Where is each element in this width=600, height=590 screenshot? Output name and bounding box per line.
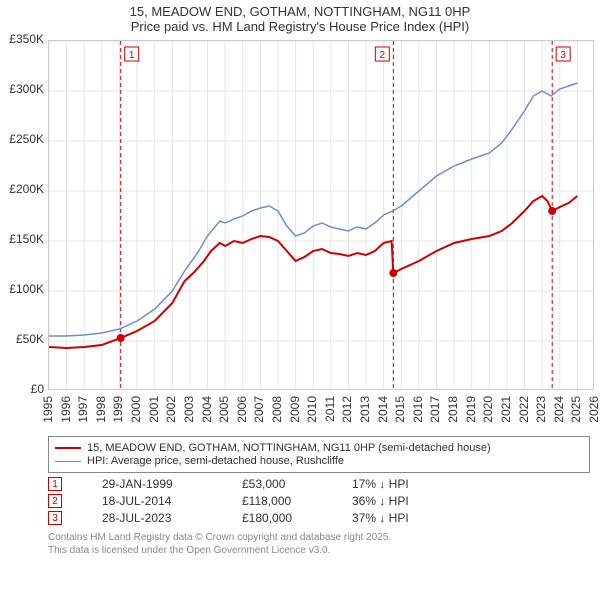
transaction-date: 28-JUL-2023 <box>102 511 242 525</box>
legend-label: 15, MEADOW END, GOTHAM, NOTTINGHAM, NG11… <box>87 442 491 454</box>
legend-item: 15, MEADOW END, GOTHAM, NOTTINGHAM, NG11… <box>55 442 583 454</box>
x-tick-label: 2008 <box>270 396 284 423</box>
legend: 15, MEADOW END, GOTHAM, NOTTINGHAM, NG11… <box>48 436 590 473</box>
chart-area: 1 2 3 £0 £50K £100K £150K £200K £250K £300K £350K… <box>0 34 600 434</box>
x-tick-label: 2004 <box>200 396 214 423</box>
table-row: 1 29-JAN-1999 £53,000 17% ↓ HPI <box>48 477 590 491</box>
x-tick-label: 2012 <box>340 396 354 423</box>
transaction-price: £53,000 <box>242 477 352 491</box>
footer-copyright: Contains HM Land Registry data © Crown c… <box>48 531 590 544</box>
x-tick-label: 1997 <box>76 396 90 423</box>
x-tick-label: 2011 <box>323 396 337 422</box>
transaction-pct: 36% ↓ HPI <box>352 494 472 508</box>
y-tick-label: £300K <box>9 82 44 96</box>
x-tick-label: 2005 <box>217 396 231 423</box>
x-tick-label: 2025 <box>569 396 583 423</box>
x-tick-label: 2020 <box>481 396 495 423</box>
x-tick-label: 2014 <box>376 396 390 423</box>
x-tick-label: 1999 <box>111 396 125 423</box>
x-tick-label: 2013 <box>358 396 372 423</box>
transaction-date: 18-JUL-2014 <box>102 494 242 508</box>
transaction-marker: 2 <box>48 494 62 508</box>
table-row: 2 18-JUL-2014 £118,000 36% ↓ HPI <box>48 494 590 508</box>
x-tick-label: 1998 <box>94 396 108 423</box>
title-subtitle: Price paid vs. HM Land Registry's House … <box>0 19 600 34</box>
transaction-price: £118,000 <box>242 494 352 508</box>
x-tick-label: 1995 <box>41 396 55 423</box>
x-tick-label: 1996 <box>59 396 73 423</box>
x-tick-label: 2022 <box>517 396 531 423</box>
svg-text:2: 2 <box>380 50 386 61</box>
x-tick-label: 2006 <box>235 396 249 423</box>
footer: Contains HM Land Registry data © Crown c… <box>48 531 590 557</box>
legend-swatch <box>55 461 81 462</box>
x-tick-label: 2009 <box>288 396 302 423</box>
x-tick-label: 2002 <box>164 396 178 423</box>
legend-label: HPI: Average price, semi-detached house,… <box>87 455 344 467</box>
x-tick-label: 2019 <box>464 396 478 423</box>
x-axis-ticks: 1995199619971998199920002001200220032004… <box>48 394 594 434</box>
x-tick-label: 2023 <box>534 396 548 423</box>
y-tick-label: £150K <box>9 232 44 246</box>
transaction-marker: 3 <box>48 511 62 525</box>
footer-licence: This data is licensed under the Open Gov… <box>48 544 590 557</box>
transaction-table: 1 29-JAN-1999 £53,000 17% ↓ HPI 2 18-JUL… <box>48 477 590 525</box>
x-tick-label: 2017 <box>428 396 442 423</box>
transaction-pct: 17% ↓ HPI <box>352 477 472 491</box>
transaction-date: 29-JAN-1999 <box>102 477 242 491</box>
y-axis-ticks: £0£50K£100K£150K£200K£250K£300K£350K <box>0 40 46 390</box>
chart-titles: 15, MEADOW END, GOTHAM, NOTTINGHAM, NG11… <box>0 0 600 34</box>
y-tick-label: £100K <box>9 282 44 296</box>
transaction-marker: 1 <box>48 477 62 491</box>
x-tick-label: 2015 <box>393 396 407 423</box>
x-tick-label: 2003 <box>182 396 196 423</box>
svg-text:1: 1 <box>129 50 135 61</box>
x-tick-label: 2026 <box>587 396 600 423</box>
x-tick-label: 2016 <box>411 396 425 423</box>
legend-item: HPI: Average price, semi-detached house,… <box>55 455 583 467</box>
y-tick-label: £250K <box>9 132 44 146</box>
x-tick-label: 2000 <box>129 396 143 423</box>
x-tick-label: 2021 <box>499 396 513 423</box>
x-tick-label: 2010 <box>305 396 319 423</box>
table-row: 3 28-JUL-2023 £180,000 37% ↓ HPI <box>48 511 590 525</box>
chart-plot: 1 2 3 <box>48 40 594 390</box>
y-tick-label: £50K <box>16 332 44 346</box>
y-tick-label: £200K <box>9 182 44 196</box>
x-tick-label: 2024 <box>552 396 566 423</box>
svg-text:3: 3 <box>560 50 566 61</box>
legend-swatch <box>55 447 81 449</box>
transaction-pct: 37% ↓ HPI <box>352 511 472 525</box>
y-tick-label: £350K <box>9 32 44 46</box>
y-tick-label: £0 <box>31 382 44 396</box>
x-tick-label: 2007 <box>252 396 266 423</box>
transaction-price: £180,000 <box>242 511 352 525</box>
x-tick-label: 2001 <box>147 396 161 423</box>
x-tick-label: 2018 <box>446 396 460 423</box>
title-address: 15, MEADOW END, GOTHAM, NOTTINGHAM, NG11… <box>0 4 600 19</box>
